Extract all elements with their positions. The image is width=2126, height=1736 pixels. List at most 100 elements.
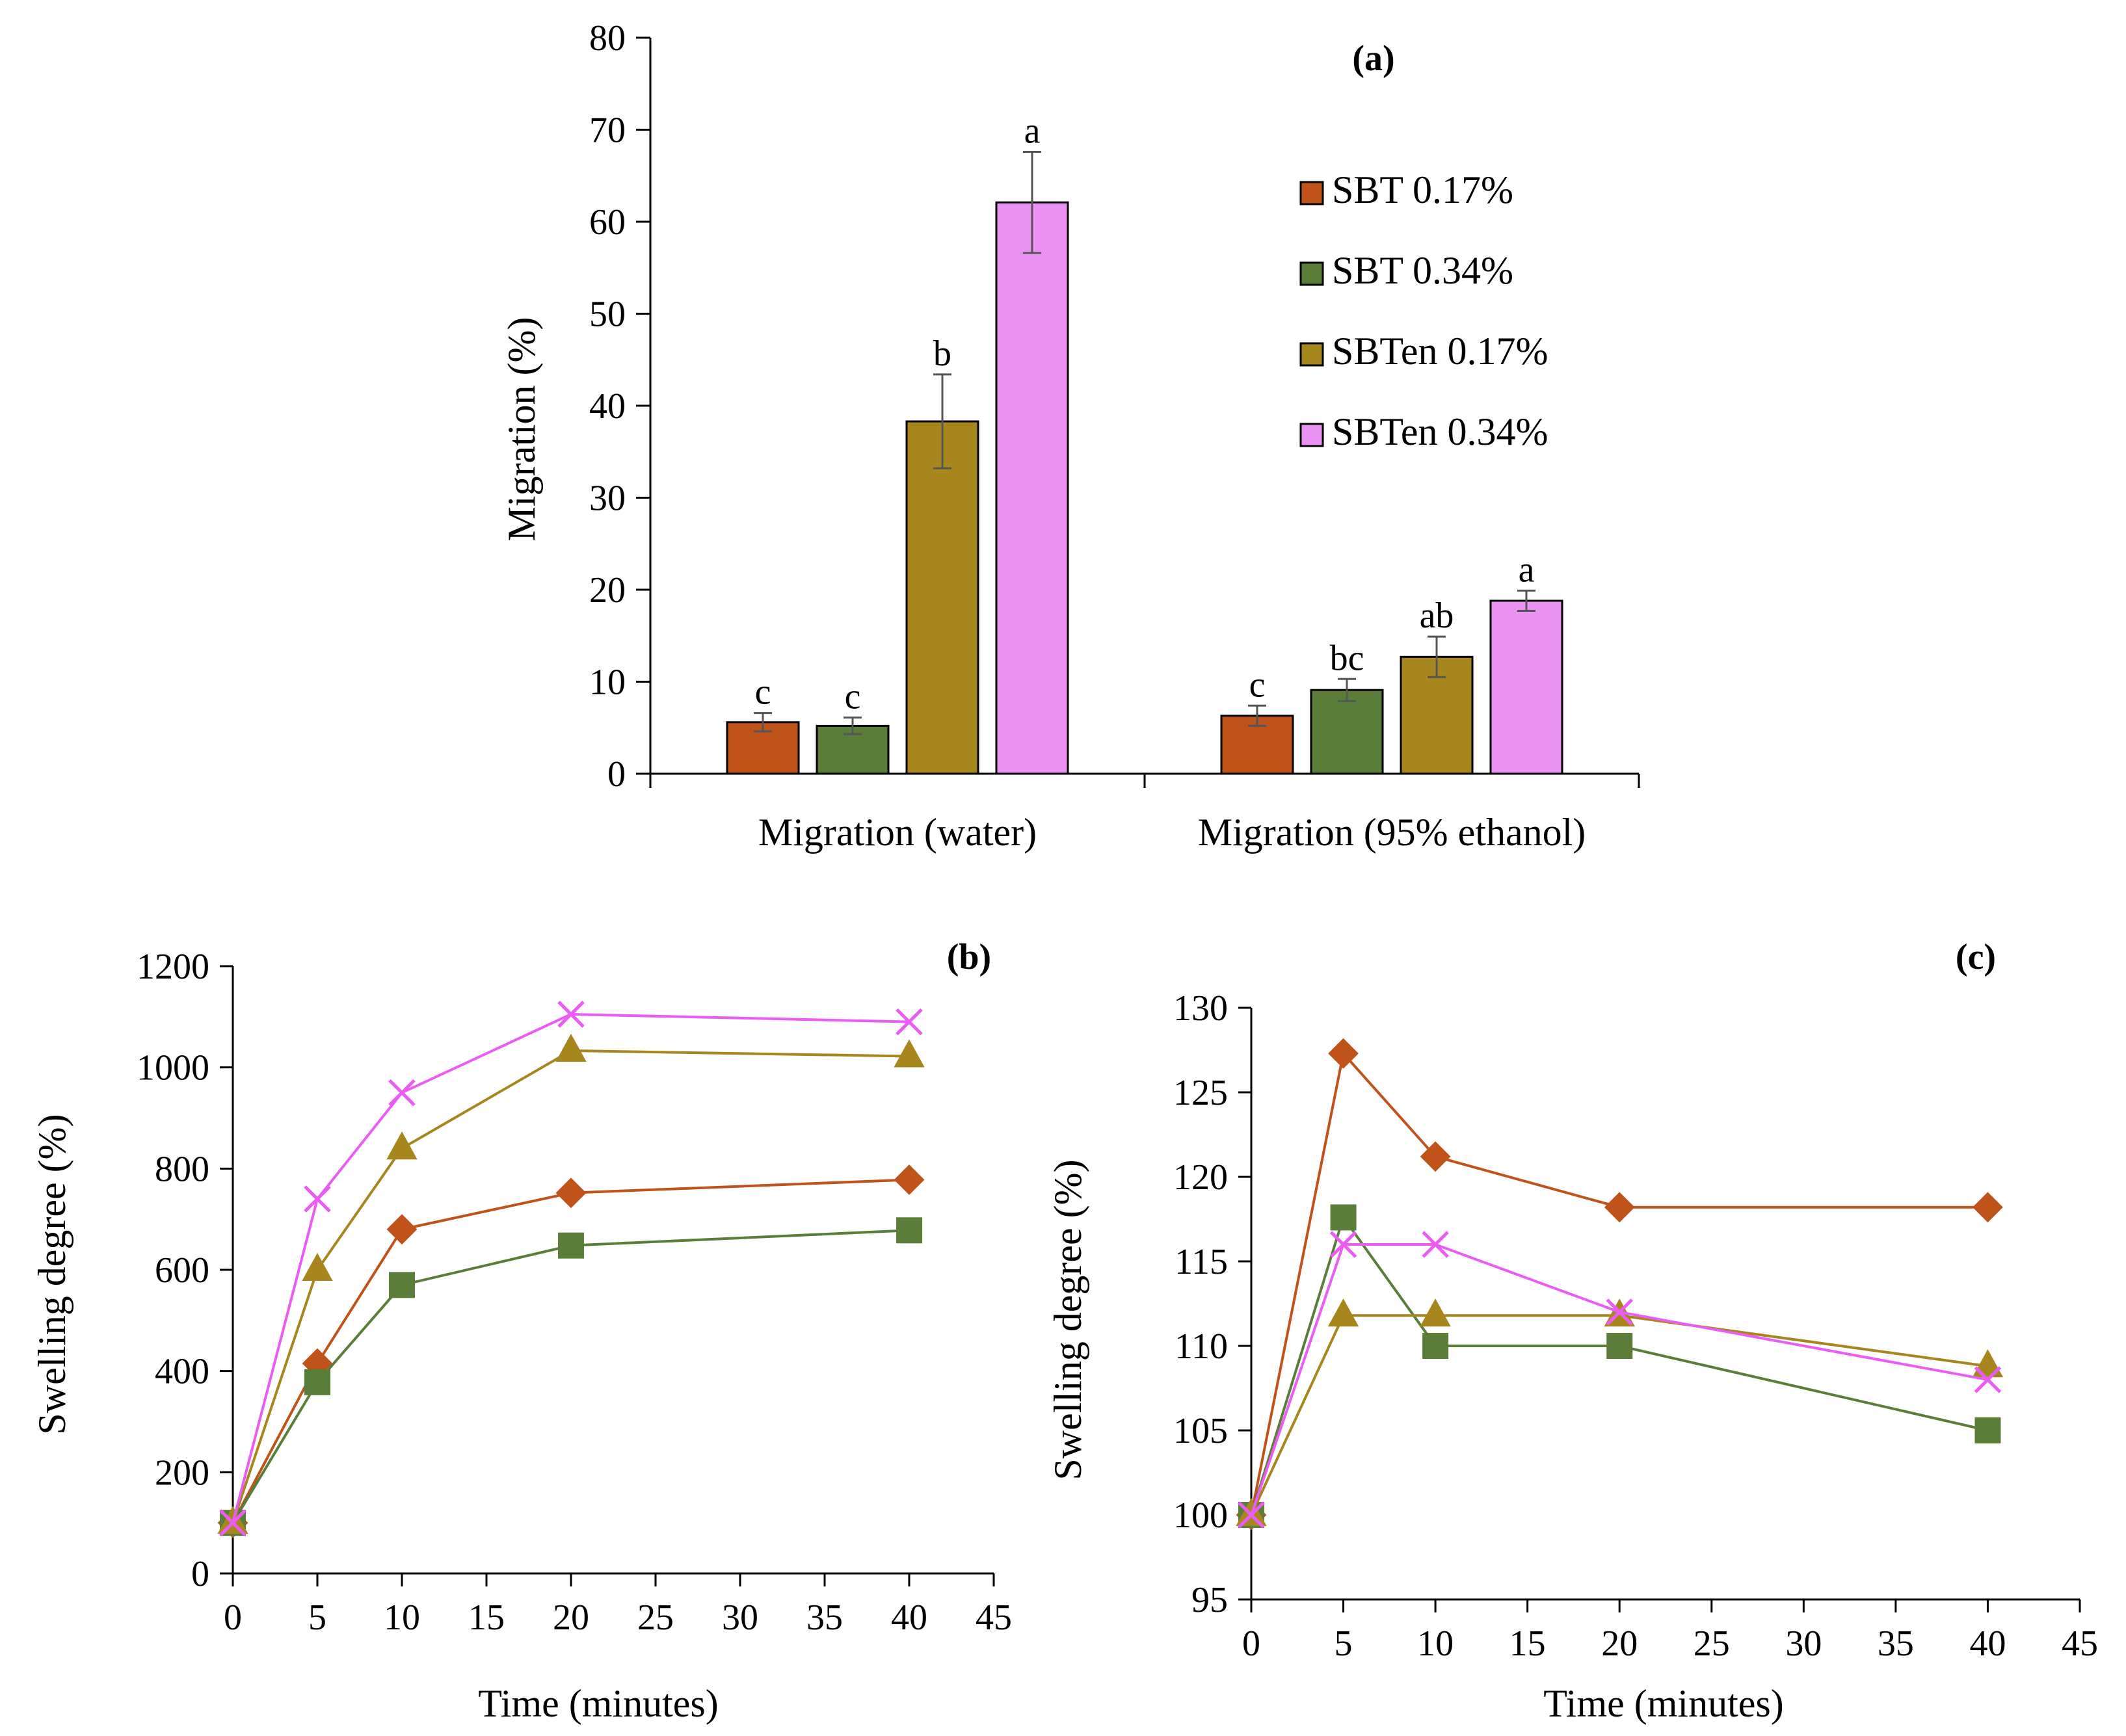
panel-b-y-axis-title: Swelling degree (%): [31, 1114, 73, 1434]
panel-b-series-line: [232, 1229, 910, 1524]
panel-c-y-tick-label: 110: [1175, 1326, 1228, 1367]
legend-label: SBT 0.17%: [1332, 168, 1513, 211]
panel-b-y-tick-label: 600: [155, 1250, 209, 1291]
panel-b-series: [217, 1001, 925, 1538]
panel-c-x-tick-label: 30: [1785, 1624, 1822, 1664]
panel-b-x-tick-label: 20: [553, 1598, 589, 1638]
panel-c-marker-square: [1422, 1333, 1449, 1359]
panel-a-category-label: Migration (95% ethanol): [1198, 811, 1586, 854]
panel-b-marker-diamond: [386, 1214, 418, 1245]
panel-b-x-tick-label: 25: [637, 1598, 674, 1638]
panel-c-marker-x: [1329, 1231, 1357, 1258]
panel-c-x-tick-label: 40: [1969, 1624, 2006, 1664]
panel-a-y-tick-label: 10: [589, 663, 626, 703]
panel-c-x-tick-label: 35: [1878, 1624, 1914, 1664]
panel-c-y-tick-label: 125: [1173, 1073, 1228, 1113]
panel-b-marker-diamond: [894, 1164, 925, 1195]
panel-c-y-tick-label: 130: [1173, 988, 1228, 1029]
panel-c-marker-square: [1606, 1333, 1633, 1359]
panel-b-marker-square: [558, 1232, 584, 1259]
panel-c-axes: 95 100 105 110 115 120 125 130 0 5 10 15 20 25 30 35 40 4…: [1173, 988, 2098, 1664]
panel-b-y-tick-label: 200: [155, 1453, 209, 1493]
panel-b-series-line: [232, 1049, 910, 1523]
panel-c-y-tick-label: 120: [1173, 1157, 1228, 1198]
panel-c-y-tick-label: 95: [1191, 1580, 1228, 1620]
panel-b-marker-x: [304, 1185, 331, 1213]
significance-label: b: [933, 334, 951, 374]
panel-c-x-tick-label: 5: [1335, 1624, 1353, 1664]
panel-b-marker-x: [896, 1008, 923, 1036]
significance-label: a: [1519, 549, 1535, 590]
panel-c-series-line: [1250, 1214, 1988, 1516]
panel-b-x-tick-label: 30: [722, 1598, 758, 1638]
panel-c-marker-triangle: [1972, 1349, 2004, 1378]
significance-label: bc: [1330, 638, 1364, 678]
panel-b-series-line: [232, 1012, 910, 1523]
panel-b-x-tick-label: 10: [384, 1598, 420, 1638]
panel-c-x-axis-title: Time (minutes): [1543, 1682, 1783, 1725]
panel-c-series: [1236, 1038, 2004, 1531]
panel-c-x-tick-label: 45: [2062, 1624, 2098, 1664]
legend-label: SBTen 0.17%: [1332, 330, 1548, 373]
panel-c-marker-square: [1974, 1417, 2001, 1443]
panel-b-marker-triangle: [555, 1033, 587, 1062]
panel-c-marker-triangle: [1327, 1298, 1359, 1327]
panel-b-marker-triangle: [302, 1252, 333, 1281]
panel-b-label: (b): [947, 937, 991, 977]
panel-b-x-axis-title: Time (minutes): [478, 1682, 718, 1725]
panel-b-x-tick-label: 5: [308, 1598, 326, 1638]
panel-b-marker-x: [219, 1509, 246, 1536]
panel-b-y-tick-label: 800: [155, 1149, 209, 1189]
panel-a-label: (a): [1352, 38, 1394, 79]
panel-c-x-tick-label: 15: [1509, 1624, 1546, 1664]
panel-b-marker-square: [389, 1272, 415, 1298]
panel-b-x-tick-label: 40: [891, 1598, 927, 1638]
panel-c-y-axis-title: Swelling degree (%): [1046, 1159, 1089, 1480]
panel-c-y-tick-label: 115: [1175, 1242, 1228, 1282]
panel-c-y-tick-label: 100: [1173, 1495, 1228, 1536]
panel-b-x-tick-label: 35: [806, 1598, 843, 1638]
panel-b-x-tick-label: 15: [468, 1598, 505, 1638]
panel-b-y-tick-label: 1200: [137, 947, 209, 987]
panel-a-y-tick-label: 50: [589, 295, 626, 335]
bar: [1489, 599, 1563, 775]
panel-c-marker-diamond: [1973, 1192, 2003, 1223]
panel-b-y-tick-label: 1000: [137, 1048, 209, 1088]
bar: [1310, 689, 1384, 775]
panel-b-y-tick-label: 0: [191, 1554, 209, 1594]
significance-label: ab: [1420, 596, 1454, 636]
panel-a-y-tick-label: 20: [589, 570, 626, 611]
panel-a-y-axis: 0 10 20 30 40 50 60 70 80: [589, 18, 652, 795]
panel-b-marker-x: [557, 1001, 585, 1028]
panel-c-x-tick-label: 10: [1417, 1624, 1454, 1664]
panel-b-x-tick-label: 0: [224, 1598, 242, 1638]
panel-c-series-line: [1250, 1050, 1988, 1516]
bar: [905, 420, 979, 775]
panel-c-x-tick-label: 0: [1242, 1624, 1260, 1664]
panel-c-x-tick-label: 25: [1694, 1624, 1730, 1664]
panel-a-y-tick-label: 40: [589, 386, 626, 427]
panel-a-y-tick-label: 60: [589, 202, 626, 243]
panel-c-marker-x: [1238, 1501, 1265, 1529]
panel-c-marker-x: [1606, 1298, 1633, 1326]
panel-c-marker-triangle: [1420, 1298, 1451, 1327]
panel-c-label: (c): [1956, 937, 1996, 977]
panel-c-series-line: [1250, 1243, 1988, 1516]
panel-a-y-tick-label: 70: [589, 111, 626, 151]
panel-c-marker-x: [1422, 1231, 1449, 1258]
panel-a-bars: c c b a c bc ab a: [726, 111, 1563, 775]
panel-b-series-line: [232, 1178, 910, 1524]
bar: [995, 201, 1069, 775]
panel-b-y-tick-label: 400: [155, 1352, 209, 1392]
panel-b-line-chart: Swelling degree (%) Time (minutes) (b) 0…: [31, 937, 1012, 1725]
bar: [726, 721, 800, 775]
panel-b-marker-square: [896, 1217, 922, 1244]
panel-a-legend: SBT 0.17% SBT 0.34% SBTen 0.17% SBTen 0.34%: [1299, 168, 1548, 453]
legend-swatch: [1299, 342, 1324, 367]
panel-b-x-tick-label: 45: [976, 1598, 1012, 1638]
panel-c-x-tick-label: 20: [1601, 1624, 1638, 1664]
legend-label: SBT 0.34%: [1332, 249, 1513, 292]
panel-c-marker-diamond: [1328, 1038, 1359, 1069]
panel-b-axes: 0 200 400 600 800 1000 1200 0 5 10 15 20 25 30 35 40 45: [137, 947, 1012, 1638]
panel-c-marker-square: [1330, 1204, 1357, 1231]
